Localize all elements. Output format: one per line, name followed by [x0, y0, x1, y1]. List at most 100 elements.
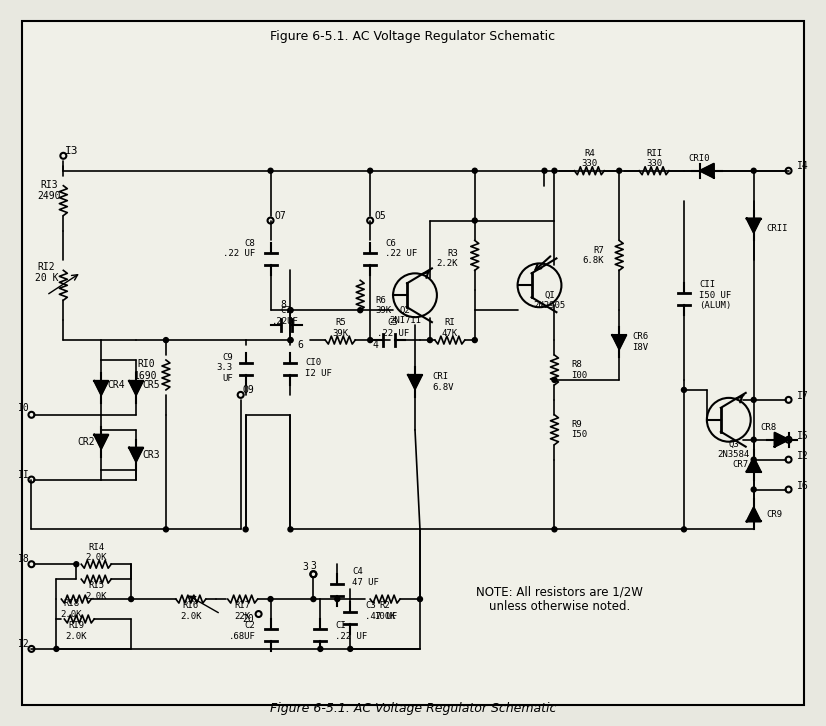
Polygon shape — [408, 375, 422, 389]
Text: CRI
6.8V: CRI 6.8V — [432, 372, 453, 391]
Circle shape — [288, 308, 293, 313]
Text: 6: 6 — [297, 340, 303, 350]
Text: CR9: CR9 — [767, 510, 783, 519]
Circle shape — [368, 168, 373, 174]
Circle shape — [164, 338, 169, 343]
Text: R2
I00K: R2 I00K — [374, 601, 396, 621]
Text: NOTE: All resistors are 1/2W
unless otherwise noted.: NOTE: All resistors are 1/2W unless othe… — [476, 585, 643, 613]
Circle shape — [751, 168, 756, 174]
Circle shape — [243, 527, 248, 532]
Polygon shape — [775, 433, 789, 446]
Circle shape — [552, 168, 557, 174]
Circle shape — [348, 646, 353, 651]
Text: R6
39K: R6 39K — [375, 295, 392, 315]
Text: RI0
1690: RI0 1690 — [135, 359, 158, 380]
Text: O7: O7 — [274, 211, 287, 221]
Text: R7
6.8K: R7 6.8K — [583, 245, 605, 265]
Text: CR3: CR3 — [142, 449, 159, 460]
Circle shape — [472, 168, 477, 174]
Circle shape — [288, 338, 293, 343]
Polygon shape — [747, 507, 761, 521]
Circle shape — [552, 378, 557, 383]
Text: CRI0: CRI0 — [688, 155, 710, 163]
Polygon shape — [94, 381, 108, 395]
Circle shape — [268, 168, 273, 174]
Text: CR7: CR7 — [733, 460, 749, 469]
Text: O5: O5 — [374, 211, 386, 221]
Text: CRII: CRII — [767, 224, 788, 233]
Text: C4
47 UF: C4 47 UF — [352, 568, 379, 587]
Text: RI9
2.0K: RI9 2.0K — [65, 621, 87, 640]
Text: CI0
I2 UF: CI0 I2 UF — [306, 358, 332, 378]
Text: I4: I4 — [796, 160, 809, 171]
Text: RI8
2.0K: RI8 2.0K — [60, 600, 82, 619]
Circle shape — [417, 597, 422, 602]
Text: CR8: CR8 — [761, 423, 776, 432]
Text: O9: O9 — [243, 385, 254, 395]
Text: I3: I3 — [64, 146, 78, 156]
Circle shape — [751, 457, 756, 462]
Polygon shape — [129, 381, 143, 395]
Text: I2: I2 — [796, 451, 809, 460]
Text: RI2
20 K: RI2 20 K — [35, 261, 58, 283]
Text: CI
.22 UF: CI .22 UF — [335, 621, 368, 640]
Circle shape — [751, 397, 756, 402]
Circle shape — [164, 527, 169, 532]
Text: I0: I0 — [17, 403, 30, 413]
Text: R9
I50: R9 I50 — [572, 420, 587, 439]
Text: CR5: CR5 — [142, 380, 159, 390]
Text: C6
.22 UF: C6 .22 UF — [385, 239, 417, 258]
Text: I5: I5 — [796, 431, 809, 441]
Text: C7
.22UF: C7 .22UF — [272, 306, 299, 326]
Text: QI
2N2905: QI 2N2905 — [534, 290, 566, 310]
Text: C2
.68UF: C2 .68UF — [229, 621, 255, 640]
Text: R5
39K: R5 39K — [332, 319, 349, 338]
Text: R3
2.2K: R3 2.2K — [436, 249, 458, 268]
Text: C8
.22 UF: C8 .22 UF — [223, 239, 255, 258]
Circle shape — [542, 168, 547, 174]
Text: R8
I00: R8 I00 — [572, 360, 587, 380]
Text: Figure 6-5.1. AC Voltage Regulator Schematic: Figure 6-5.1. AC Voltage Regulator Schem… — [270, 30, 556, 43]
Circle shape — [368, 338, 373, 343]
Circle shape — [311, 597, 316, 602]
Circle shape — [335, 597, 339, 602]
Circle shape — [288, 308, 293, 313]
Circle shape — [617, 168, 622, 174]
Circle shape — [288, 338, 293, 343]
Polygon shape — [94, 435, 108, 449]
Text: CII
I50 UF
(ALUM): CII I50 UF (ALUM) — [699, 280, 731, 310]
Circle shape — [288, 527, 293, 532]
Text: RI
47K: RI 47K — [442, 319, 458, 338]
Circle shape — [427, 338, 433, 343]
Text: 4: 4 — [373, 340, 378, 350]
Text: RII
330: RII 330 — [646, 149, 662, 168]
Text: R4
330: R4 330 — [582, 149, 597, 168]
Text: RI5
2.0K: RI5 2.0K — [85, 582, 107, 601]
Text: RI7
22K: RI7 22K — [235, 601, 251, 621]
Text: 8: 8 — [281, 301, 287, 310]
Circle shape — [681, 527, 686, 532]
Text: I8: I8 — [17, 554, 30, 564]
Circle shape — [129, 597, 134, 602]
Circle shape — [751, 487, 756, 492]
Text: C5
.22 UF: C5 .22 UF — [377, 319, 409, 338]
Text: CR2: CR2 — [78, 437, 95, 446]
Circle shape — [681, 388, 686, 392]
FancyBboxPatch shape — [21, 21, 805, 705]
Polygon shape — [129, 448, 143, 462]
Text: RI3
2490: RI3 2490 — [38, 180, 61, 201]
Text: I2: I2 — [17, 639, 30, 649]
Text: Q2
2NI7II: Q2 2NI7II — [389, 306, 421, 325]
Text: RI6
2.0K: RI6 2.0K — [180, 601, 202, 621]
Text: I6: I6 — [796, 481, 809, 491]
Circle shape — [268, 597, 273, 602]
Text: C3
.47 UF: C3 .47 UF — [365, 601, 397, 621]
Circle shape — [472, 218, 477, 223]
Circle shape — [318, 646, 323, 651]
Polygon shape — [747, 457, 761, 472]
Circle shape — [358, 308, 363, 313]
Text: 3: 3 — [302, 562, 308, 572]
Polygon shape — [612, 335, 626, 349]
Text: 3: 3 — [311, 561, 316, 571]
Text: I7: I7 — [796, 391, 809, 401]
